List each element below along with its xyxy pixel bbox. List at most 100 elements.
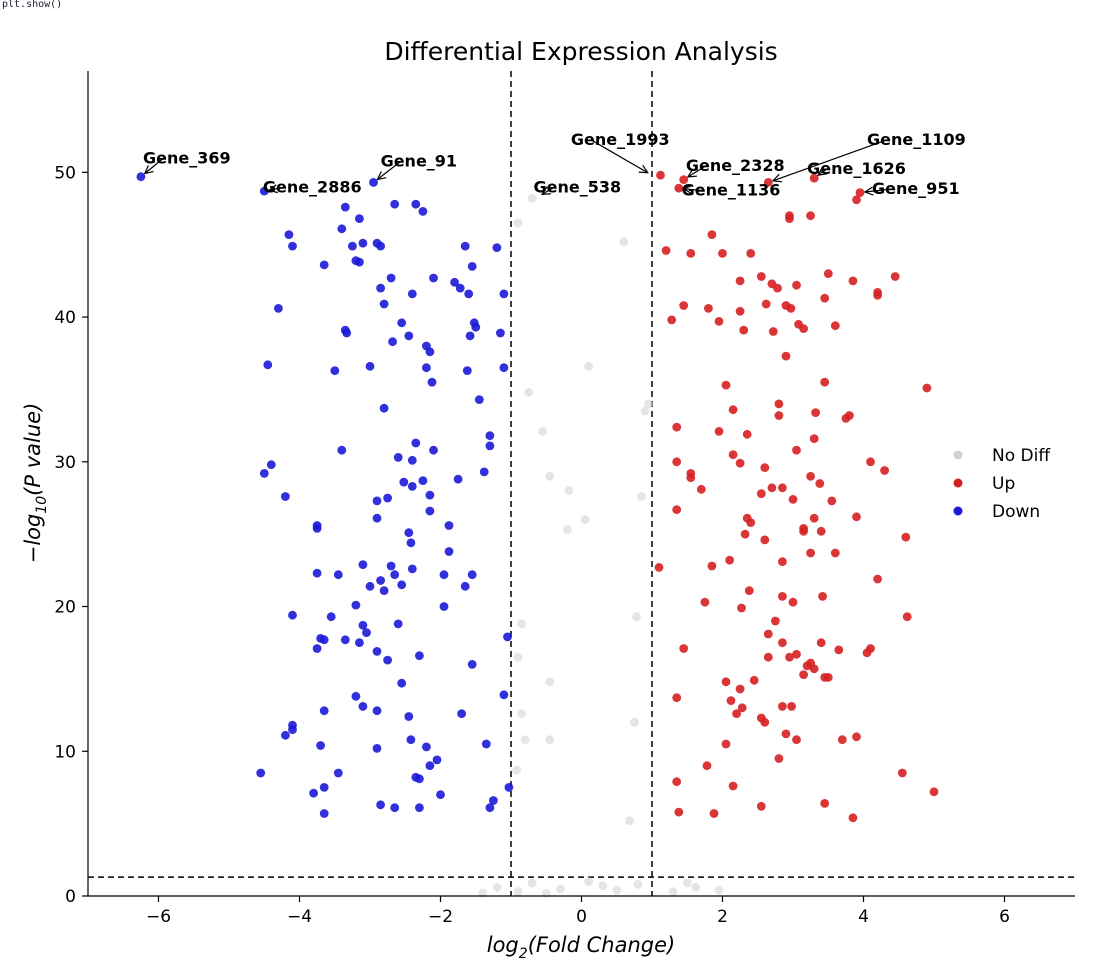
data-point-up: [760, 717, 770, 727]
data-point-down: [340, 635, 350, 645]
data-point-up: [679, 301, 689, 310]
data-point-up: [792, 280, 801, 290]
data-point-up: [778, 557, 787, 567]
data-point-down: [309, 788, 318, 798]
data-point-up: [763, 629, 773, 639]
data-point-up: [778, 483, 787, 493]
annotation-arrow-gene-1993: [590, 139, 648, 174]
data-point-down: [355, 214, 364, 224]
data-point-up: [726, 696, 736, 705]
data-point-down: [288, 610, 297, 620]
data-point-up: [763, 178, 773, 187]
data-point-down: [499, 690, 509, 700]
data-point-up: [661, 246, 671, 255]
data-point-no-diff: [517, 619, 526, 629]
data-point-no-diff: [691, 882, 701, 892]
data-point-down: [372, 513, 382, 523]
data-point-up: [820, 799, 830, 808]
data-point-down: [407, 289, 417, 299]
data-point-up: [820, 377, 830, 387]
data-point-up: [721, 739, 731, 749]
data-point-up: [702, 761, 712, 771]
data-point-down: [429, 445, 438, 455]
annotation-arrow-gene-1626: [817, 168, 828, 176]
data-point-down: [429, 273, 438, 283]
data-point-down: [404, 331, 414, 341]
data-point-up: [728, 450, 738, 459]
data-point-down: [397, 318, 407, 328]
data-point-down: [415, 803, 424, 813]
data-point-up: [806, 548, 815, 558]
data-point-down: [355, 638, 364, 648]
data-point-up: [834, 645, 844, 655]
data-point-down: [393, 619, 403, 629]
data-point-down: [388, 337, 397, 347]
data-point-down: [319, 809, 329, 818]
annotation-arrowhead-gene-951: [863, 186, 874, 196]
y-tick-label: 50: [54, 163, 76, 183]
data-point-down: [496, 328, 505, 338]
data-point-up: [809, 513, 819, 523]
data-point-down: [337, 445, 347, 455]
data-point-no-diff: [541, 888, 551, 898]
annotation-label-gene-369: Gene_369: [143, 149, 231, 168]
legend-marker-down: [953, 506, 963, 516]
data-point-up: [674, 183, 684, 193]
data-point-no-diff: [612, 885, 622, 895]
data-point-down: [427, 377, 437, 387]
data-point-down: [425, 506, 435, 516]
data-point-down: [379, 403, 389, 413]
data-point-down: [136, 172, 146, 182]
data-point-down: [348, 241, 357, 251]
data-point-down: [467, 262, 477, 271]
data-point-up: [672, 505, 682, 514]
data-point-no-diff: [668, 887, 678, 897]
chart-title: Differential Expression Analysis: [384, 37, 777, 66]
data-point-no-diff: [545, 677, 555, 687]
data-point-up: [763, 652, 773, 662]
x-tick-label: 0: [576, 907, 587, 927]
data-point-down: [499, 289, 509, 299]
data-point-down: [355, 257, 364, 267]
data-point-up: [735, 306, 745, 316]
data-point-up: [806, 211, 815, 221]
data-point-up: [816, 526, 826, 536]
annotation-arrowhead-gene-1626: [817, 166, 828, 176]
data-point-down: [288, 241, 297, 251]
code-line: plt.show(): [2, 0, 63, 10]
data-point-up: [823, 269, 833, 278]
data-point-down: [425, 490, 435, 500]
data-point-up: [773, 283, 782, 293]
data-point-no-diff: [520, 735, 530, 745]
data-point-up: [809, 664, 819, 674]
y-tick-label: 10: [54, 742, 76, 762]
data-point-up: [811, 408, 820, 417]
data-point-up: [809, 173, 819, 183]
annotation-label-gene-1109: Gene_1109: [867, 130, 966, 149]
data-point-down: [376, 800, 385, 810]
data-point-down: [407, 482, 417, 491]
data-point-no-diff: [580, 515, 590, 525]
data-point-up: [852, 732, 861, 742]
data-point-down: [411, 438, 421, 448]
annotation-arrow-gene-2328: [687, 165, 707, 178]
data-point-down: [503, 632, 512, 642]
annotation-arrowhead-gene-1993: [638, 164, 649, 174]
data-point-no-diff: [584, 361, 593, 371]
data-point-no-diff: [524, 387, 533, 397]
annotation-arrow-gene-1136: [683, 188, 702, 192]
data-point-up: [787, 702, 796, 711]
data-point-down: [351, 600, 361, 610]
data-point-down: [404, 712, 414, 721]
data-point-up: [737, 603, 746, 613]
legend-label-no-diff: No Diff: [992, 446, 1051, 466]
y-tick-label: 20: [54, 598, 76, 618]
data-point-down: [365, 581, 375, 591]
data-point-up: [799, 324, 808, 333]
data-point-down: [439, 602, 449, 611]
data-point-up: [785, 652, 794, 662]
data-point-up: [737, 703, 747, 713]
data-point-up: [815, 479, 825, 488]
data-point-down: [365, 361, 375, 371]
